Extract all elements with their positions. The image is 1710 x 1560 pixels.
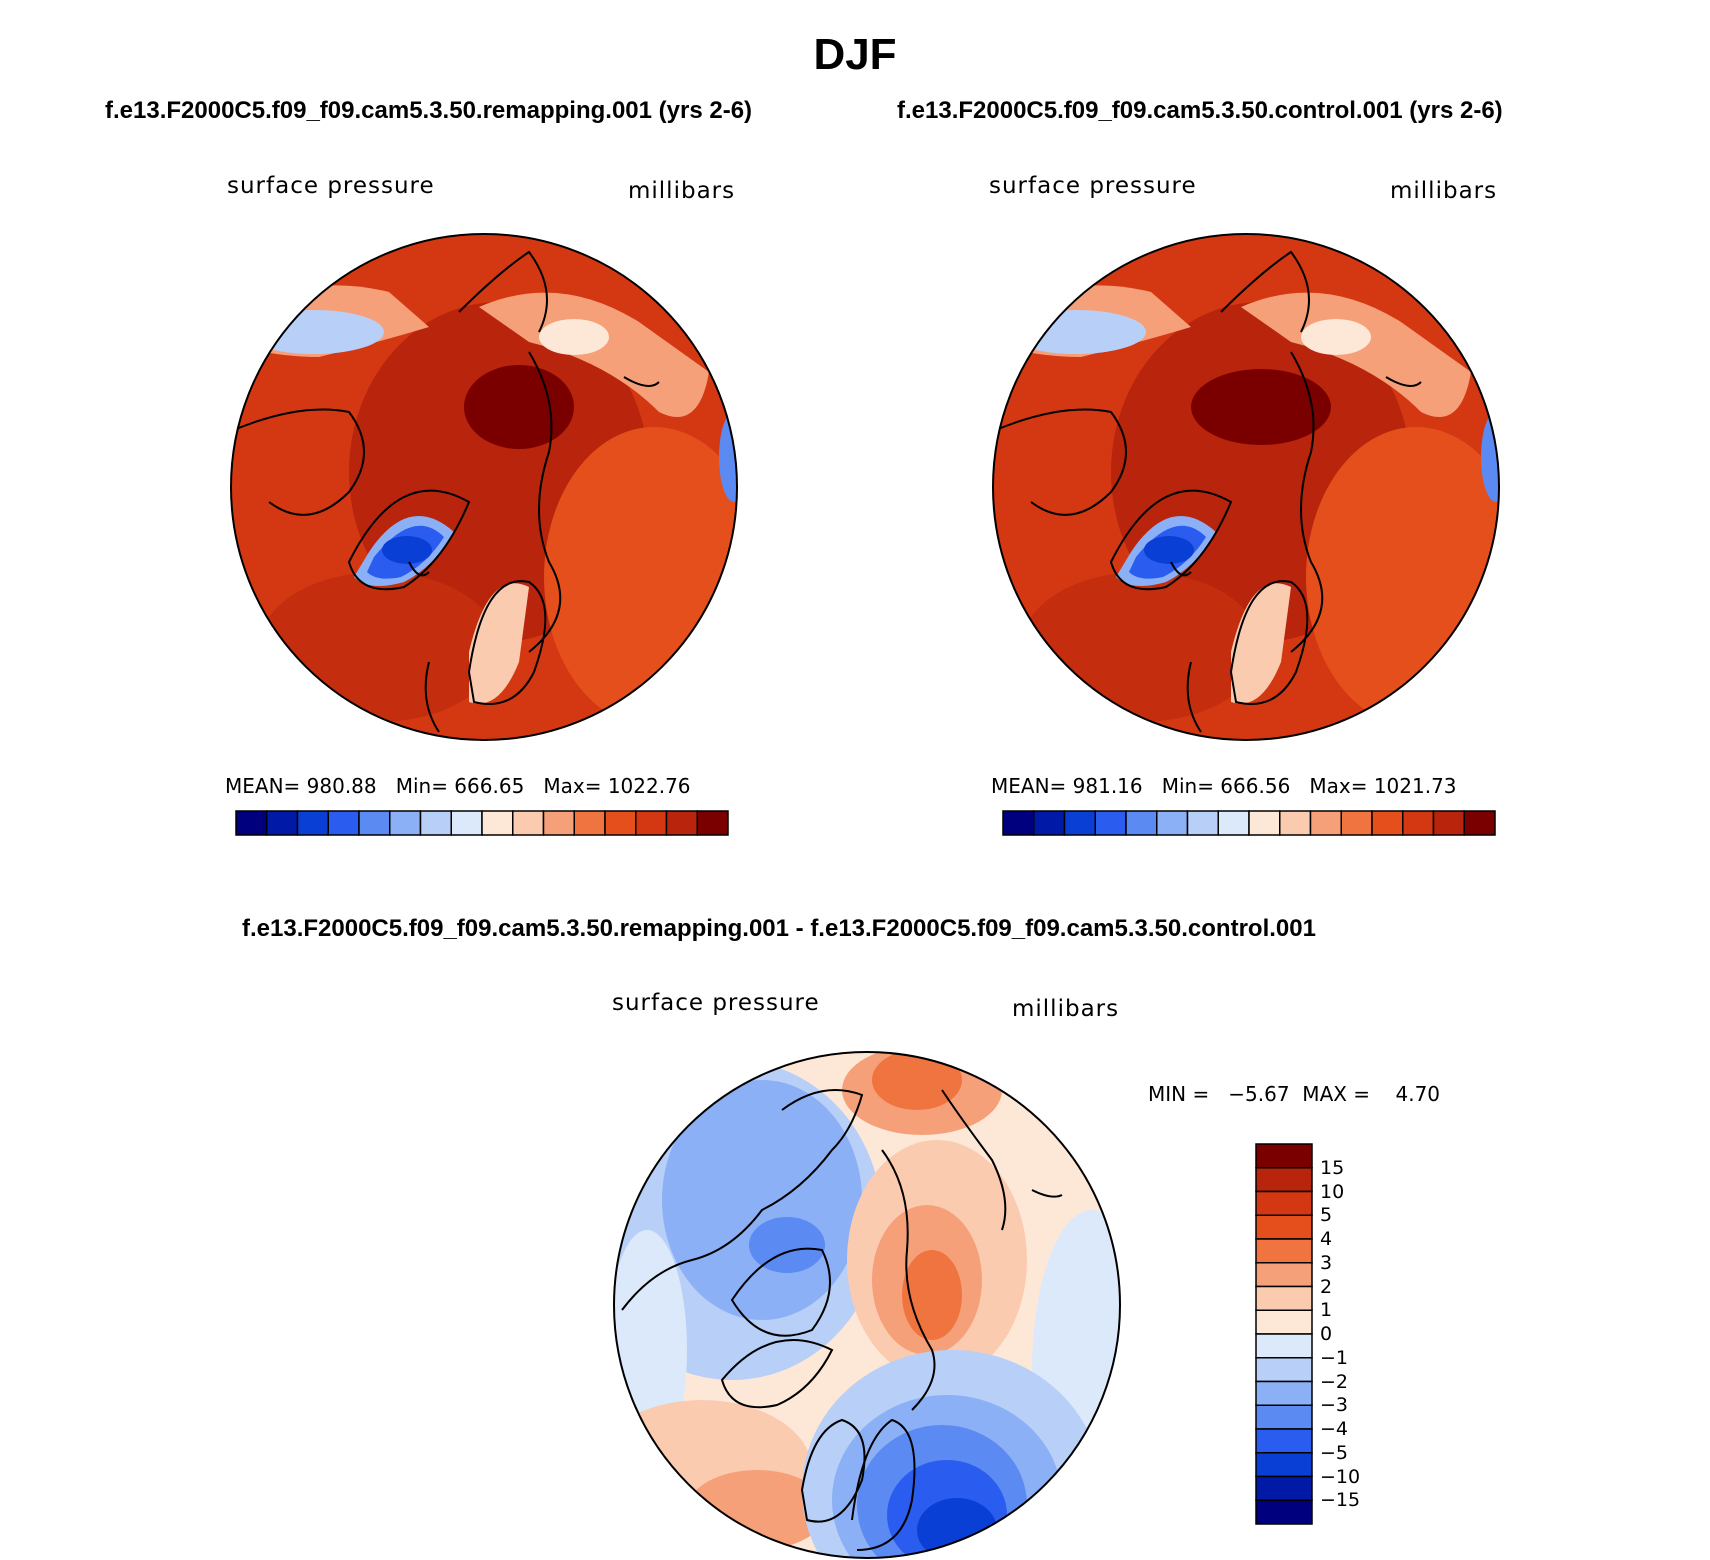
colorbar-swatch (1279, 810, 1312, 836)
diff-colorbar (1255, 1143, 1313, 1525)
diff-colorbar-ticks: 15 10 5 4 3 2 1 0 −1 −2 −3 −4 −5 −10 −15 (1320, 1143, 1380, 1527)
colorbar-swatch (1002, 810, 1035, 836)
colorbar-tick-label: −2 (1320, 1370, 1349, 1393)
panel2-units-label: millibars (1390, 178, 1498, 204)
colorbar-swatch (635, 810, 668, 836)
colorbar-swatch (389, 810, 422, 836)
colorbar-swatch (1255, 1238, 1313, 1264)
colorbar-swatch (1255, 1143, 1313, 1169)
colorbar-swatch (1255, 1309, 1313, 1335)
colorbar-swatch (604, 810, 637, 836)
colorbar-swatch (1255, 1499, 1313, 1525)
colorbar-swatch (696, 810, 729, 836)
colorbar-swatch (235, 810, 268, 836)
colorbar-swatch (481, 810, 514, 836)
colorbar-swatch (573, 810, 606, 836)
colorbar-tick-label: −3 (1320, 1394, 1349, 1417)
colorbar-swatch (1340, 810, 1373, 836)
colorbar-swatch (1255, 1333, 1313, 1359)
colorbar-swatch (1309, 810, 1342, 836)
colorbar-swatch (1156, 810, 1189, 836)
diff-title: f.e13.F2000C5.f09_f09.cam5.3.50.remappin… (242, 915, 1316, 942)
panel1-colorbar-ticks (236, 843, 728, 867)
colorbar-swatch (1255, 1167, 1313, 1193)
panel1-stats: MEAN= 980.88 Min= 666.65 Max= 1022.76 (225, 774, 691, 798)
colorbar-swatch (327, 810, 360, 836)
colorbar-swatch (1463, 810, 1496, 836)
colorbar-tick-label: −1 (1320, 1346, 1349, 1369)
colorbar-swatch (1255, 1404, 1313, 1430)
colorbar-swatch (1255, 1214, 1313, 1240)
panel2-variable-label: surface pressure (989, 173, 1197, 199)
colorbar-swatch (542, 810, 575, 836)
colorbar-tick-label: −4 (1320, 1418, 1349, 1440)
colorbar-tick-label: 2 (1320, 1275, 1333, 1298)
colorbar-swatch (1217, 810, 1250, 836)
colorbar-swatch (450, 810, 483, 836)
diff-units-label: millibars (1012, 996, 1120, 1022)
colorbar-swatch (1063, 810, 1096, 836)
colorbar-swatch (1255, 1475, 1313, 1501)
colorbar-swatch (512, 810, 545, 836)
panel1-variable-label: surface pressure (227, 173, 435, 199)
diff-minmax: MIN = −5.67 MAX = 4.70 (1148, 1082, 1441, 1106)
colorbar-tick-label: 4 (1320, 1228, 1333, 1250)
colorbar-swatch (1255, 1357, 1313, 1383)
colorbar-swatch (665, 810, 698, 836)
colorbar-swatch (296, 810, 329, 836)
colorbar-tick-label: 1 (1320, 1299, 1333, 1322)
panel2-colorbar-ticks (1003, 843, 1495, 867)
panel1-polar-map (230, 233, 738, 741)
colorbar-swatch (1371, 810, 1404, 836)
panel1-units-label: millibars (628, 178, 736, 204)
diff-polar-map (613, 1051, 1121, 1559)
colorbar-swatch (1255, 1285, 1313, 1311)
colorbar-swatch (1255, 1190, 1313, 1216)
figure-title: DJF (813, 30, 897, 79)
panel1-case-title: f.e13.F2000C5.f09_f09.cam5.3.50.remappin… (105, 97, 753, 124)
colorbar-swatch (1033, 810, 1066, 836)
colorbar-tick-label: 10 (1320, 1180, 1345, 1203)
colorbar-swatch (1402, 810, 1435, 836)
colorbar-swatch (1432, 810, 1465, 836)
colorbar-tick-label: −15 (1320, 1489, 1361, 1512)
colorbar-swatch (1255, 1262, 1313, 1288)
colorbar-tick-label: −10 (1320, 1465, 1361, 1488)
colorbar-swatch (358, 810, 391, 836)
colorbar-swatch (1186, 810, 1219, 836)
colorbar-tick-label: 0 (1320, 1323, 1333, 1345)
diff-variable-label: surface pressure (612, 990, 820, 1016)
colorbar-swatch (266, 810, 299, 836)
panel1-colorbar (235, 810, 729, 836)
colorbar-swatch (419, 810, 452, 836)
colorbar-swatch (1255, 1428, 1313, 1454)
colorbar-swatch (1255, 1380, 1313, 1406)
colorbar-tick-label: −5 (1320, 1441, 1349, 1464)
panel2-colorbar (1002, 810, 1496, 836)
colorbar-swatch (1248, 810, 1281, 836)
colorbar-tick-label: 15 (1320, 1156, 1345, 1179)
panel2-polar-map (992, 233, 1500, 741)
colorbar-swatch (1094, 810, 1127, 836)
panel2-stats: MEAN= 981.16 Min= 666.56 Max= 1021.73 (991, 774, 1457, 798)
colorbar-tick-label: 5 (1320, 1204, 1333, 1227)
panel2-case-title: f.e13.F2000C5.f09_f09.cam5.3.50.control.… (897, 97, 1503, 124)
colorbar-swatch (1125, 810, 1158, 836)
colorbar-tick-label: 3 (1320, 1251, 1333, 1274)
colorbar-swatch (1255, 1452, 1313, 1478)
